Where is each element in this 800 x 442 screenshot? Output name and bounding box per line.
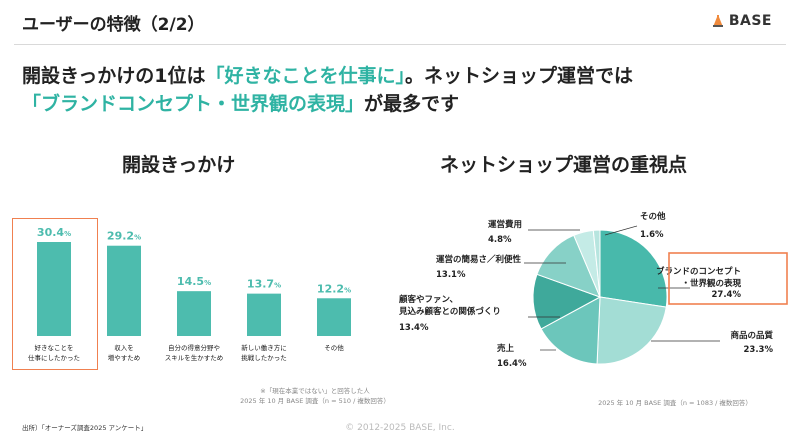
pie-slice: [532, 273, 602, 330]
title-divider: [14, 44, 786, 45]
source-note: 出所）「オーナーズ調査2025 アンケート」: [22, 424, 148, 432]
headline: 開設きっかけの1位は「好きなことを仕事に」。ネットショップ運営では 「ブランドコ…: [22, 62, 633, 118]
pie-value-label: 4.8%: [488, 235, 512, 245]
pie-chart-title: ネットショップ運営の重視点: [440, 154, 688, 176]
bar-value-label: 13.7%: [247, 278, 281, 291]
headline-line1-accent: 「好きなことを仕事に」: [205, 65, 405, 87]
bar: [177, 291, 211, 336]
pie-value-label: 16.4%: [497, 359, 527, 369]
bar: [107, 245, 141, 336]
pie-slice: [599, 229, 668, 308]
pie-slice-label: その他: [640, 211, 666, 222]
pie-value-label: 13.4%: [399, 323, 429, 333]
bar: [247, 293, 281, 336]
bar-chart-note-line-2: 2025 年 10 月 BASE 調査（n = 510 / 複数回答）: [240, 397, 390, 405]
bar-category-label: 好きなことを: [35, 343, 74, 352]
bar-highlight-box: [12, 218, 98, 370]
headline-line2-suffix: が最多です: [364, 93, 460, 115]
pie-slice-label: ブランドのコンセプト: [656, 266, 741, 277]
pie-value-label: 23.3%: [744, 345, 774, 355]
pie-leader-line: [604, 225, 638, 236]
headline-line2-accent: 「ブランドコンセプト・世界観の表現」: [22, 93, 365, 115]
headline-line-2: 「ブランドコンセプト・世界観の表現」が最多です: [22, 90, 633, 118]
headline-line1-prefix: 開設きっかけの1位は: [22, 65, 206, 87]
pie-slice-label: 見込み顧客との関係づくり: [398, 306, 501, 317]
bar-value-label: 12.2%: [317, 282, 351, 295]
bar-chart-note: ※「現在本業ではない」と回答した人 2025 年 10 月 BASE 調査（n …: [190, 385, 440, 405]
base-logo-text: BASE: [728, 13, 772, 29]
pie-slice-label: 売上: [496, 343, 515, 354]
headline-line-1: 開設きっかけの1位は「好きなことを仕事に」。ネットショップ運営では: [22, 62, 633, 90]
pie-slice: [592, 229, 601, 298]
bar-category-label: 新しい働き方に: [241, 343, 287, 352]
headline-line1-suffix: 。ネットショップ運営では: [404, 65, 633, 87]
pie-slice: [540, 296, 601, 365]
pie-slice-label: 運営の簡易さ／利便性: [436, 254, 522, 265]
base-logo-icon: [712, 15, 723, 27]
bar-category-label: 挑戦したかった: [241, 353, 287, 362]
bar-category-label: 自分の得意分野や: [168, 343, 220, 352]
bar-chart-title: 開設きっかけ: [122, 154, 236, 176]
pie-chart-note: 2025 年 10 月 BASE 調査（n = 1083 / 複数回答）: [598, 399, 752, 407]
bar-value-label: 30.4%: [37, 226, 71, 239]
bar-category-label: スキルを生かすため: [165, 353, 224, 362]
pie-slice-label: 商品の品質: [730, 330, 773, 341]
pie-slice: [596, 296, 667, 365]
bar-category-label: 仕事にしたかった: [28, 353, 80, 362]
pie-slice-label: 顧客やファン、: [399, 294, 458, 305]
pie-slice-label: 運営費用: [488, 219, 522, 230]
pie-value-label: 13.1%: [436, 270, 466, 280]
bar-category-label: 収入を: [114, 344, 134, 352]
slide-title: ユーザーの特徴（2/2）: [22, 15, 205, 35]
pie-slice: [536, 234, 601, 298]
pie-value-label: 27.4%: [712, 290, 742, 300]
bar-value-label: 14.5%: [177, 275, 211, 288]
copyright: © 2012-2025 BASE, Inc.: [345, 423, 455, 433]
pie-slice-label: ・世界観の表現: [681, 278, 741, 289]
bar-category-label: 増やすため: [108, 353, 141, 362]
base-logo: BASE: [711, 13, 772, 29]
pie-highlight-box: [668, 252, 788, 305]
bar: [37, 242, 71, 336]
bar-chart-note-line-1: ※「現在本業ではない」と回答した人: [260, 387, 370, 395]
bar-category-label: その他: [324, 343, 344, 352]
pie-value-label: 1.6%: [640, 230, 664, 240]
bar-value-label: 29.2%: [107, 230, 141, 243]
bar: [317, 298, 351, 336]
